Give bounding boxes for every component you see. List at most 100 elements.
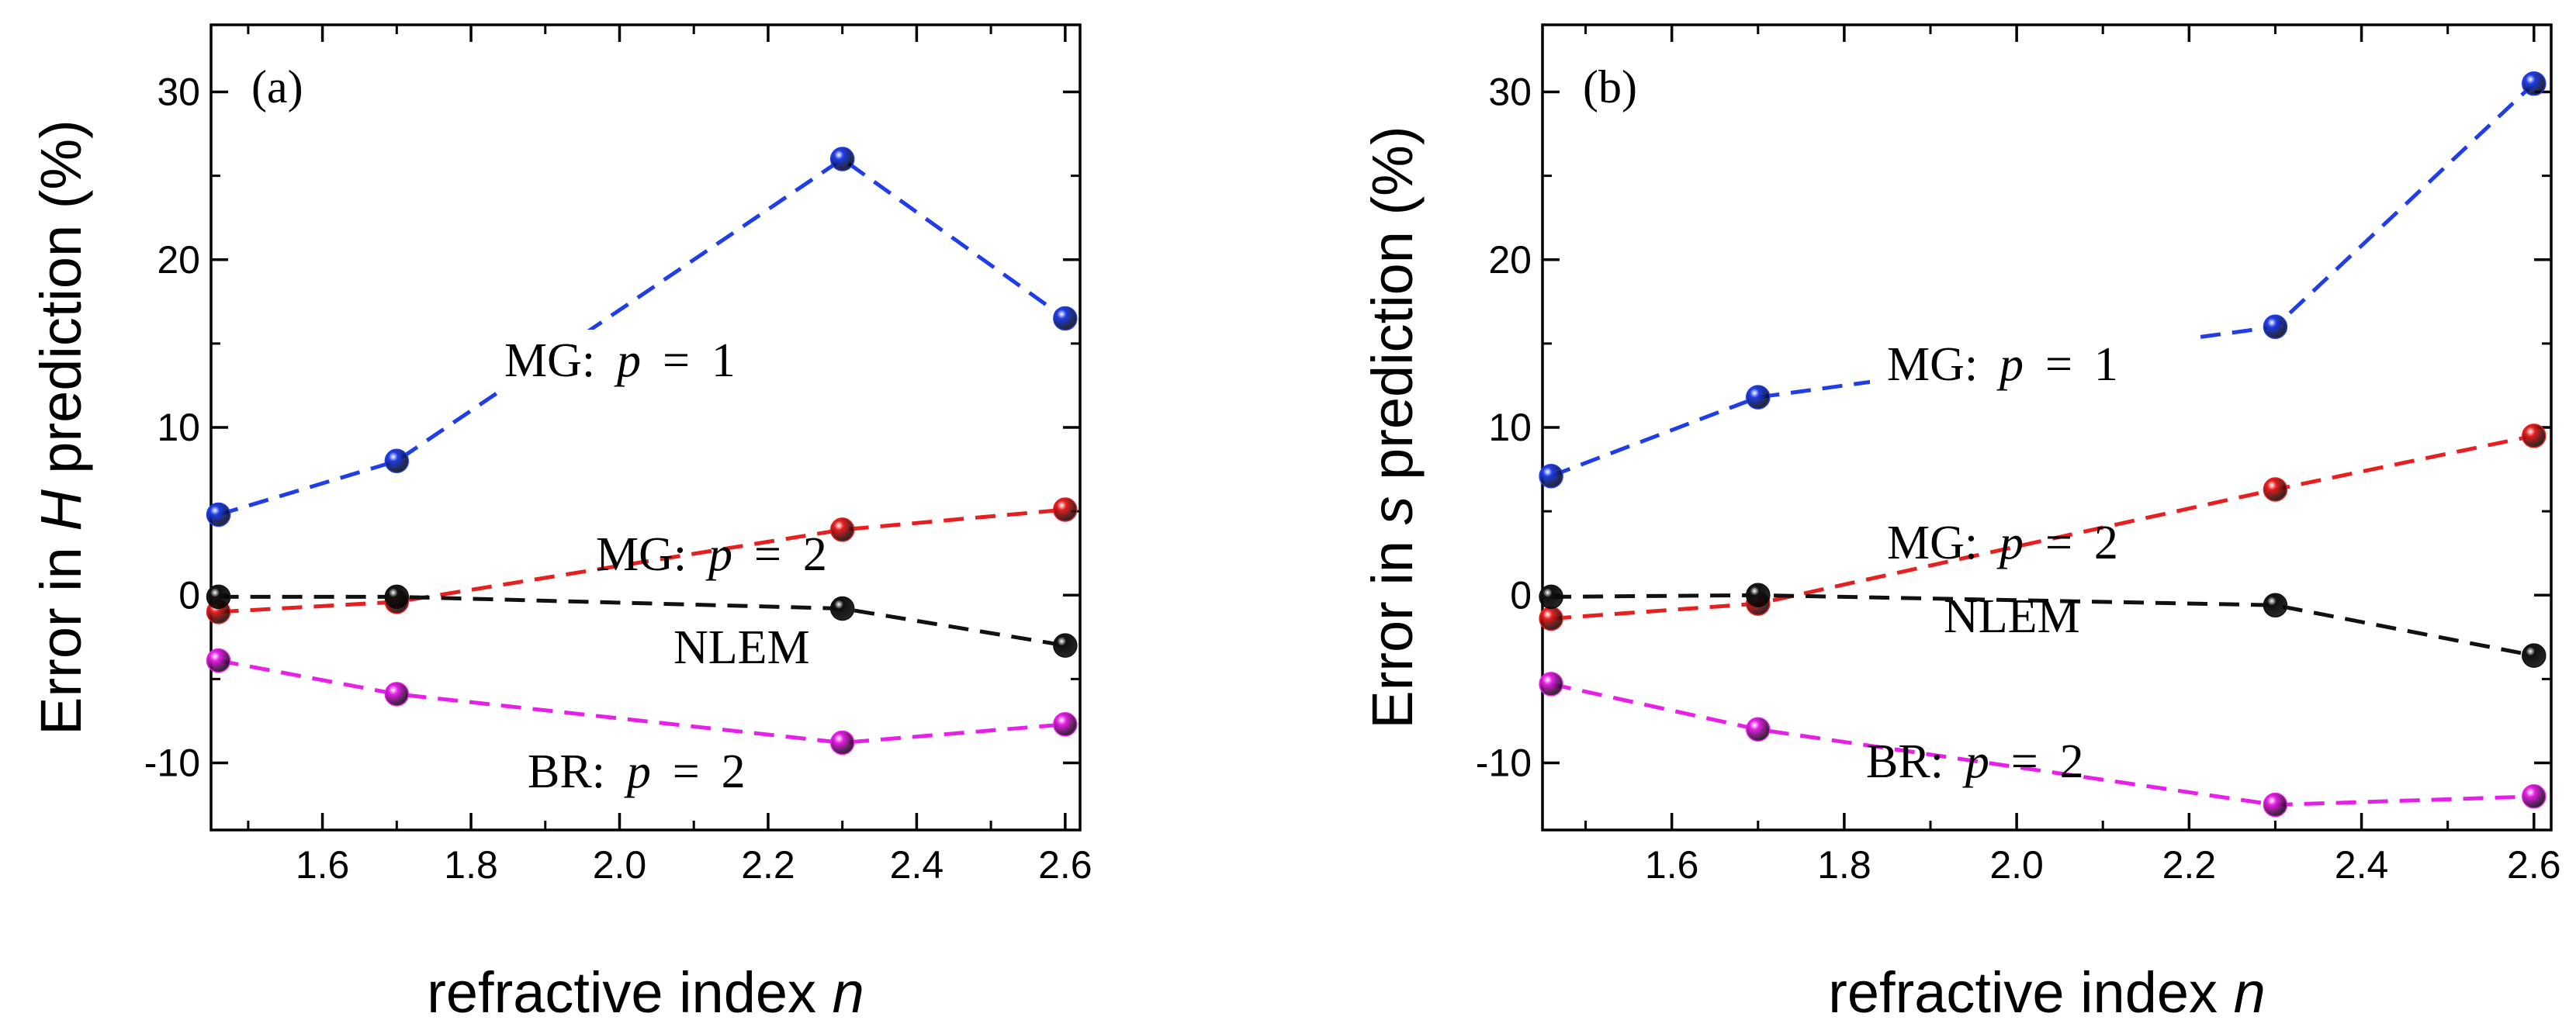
y-axis-title: Error in H prediction (%) <box>29 119 93 735</box>
data-point <box>1746 717 1771 742</box>
x-tick-label: 1.6 <box>296 843 350 887</box>
data-point <box>829 596 855 621</box>
x-tick-label: 1.6 <box>1645 843 1699 887</box>
annotation-part: BR: <box>1866 735 1955 788</box>
x-tick-label: 2.0 <box>1989 843 2044 887</box>
data-point <box>1539 463 1563 489</box>
annotation-part: p <box>1990 338 2036 391</box>
annotation-part: p <box>1955 735 2001 788</box>
x-axis-title: refractive index n <box>427 960 864 1025</box>
annotation-part: MG: <box>1887 338 1990 391</box>
panel-label: (a) <box>251 61 303 112</box>
series-line <box>217 156 1067 517</box>
series-line <box>218 594 1066 648</box>
data-point <box>1053 306 1078 331</box>
y-axis-title-part: in <box>29 531 93 592</box>
data-point <box>829 730 855 756</box>
y-axis-title-part: prediction <box>1360 215 1425 479</box>
annotation-part: NLEM <box>1944 590 2080 643</box>
y-axis-title-part: H <box>29 474 93 531</box>
annotation-part: = <box>663 745 712 798</box>
series-annotation: NLEM <box>673 621 810 674</box>
y-axis-title: Error in s prediction (%) <box>1360 126 1425 728</box>
x-tick-label: 1.8 <box>444 843 498 887</box>
series-line <box>1551 593 2535 658</box>
y-axis-title-part: Error <box>29 592 93 735</box>
series-annotation: BR: p = 2 <box>528 745 746 798</box>
series-line <box>218 659 1066 745</box>
annotation-part: MG: <box>504 334 608 387</box>
x-tick-label: 2.4 <box>2335 843 2389 887</box>
annotation-background <box>493 330 795 392</box>
x-tick-label: 2.6 <box>2507 843 2561 887</box>
y-tick-label: 10 <box>157 406 200 449</box>
series-line <box>218 507 1066 614</box>
x-tick-label: 1.8 <box>1817 843 1871 887</box>
annotation-part: = <box>2001 735 2050 788</box>
annotation-part: p <box>608 334 653 387</box>
x-tick-label: 2.2 <box>741 843 795 887</box>
annotation-part: = <box>2036 338 2085 391</box>
annotation-background <box>1870 332 2196 396</box>
annotation-part: 2 <box>2050 735 2083 788</box>
y-tick-label: 0 <box>178 573 200 617</box>
data-point <box>384 448 410 473</box>
x-axis-title-variable: n <box>833 960 864 1025</box>
y-tick-label: 20 <box>1488 238 1532 282</box>
y-tick-label: 30 <box>157 71 200 114</box>
series-annotation: MG: p = 2 <box>1887 517 2118 569</box>
y-axis-title-part: s <box>1360 480 1425 525</box>
x-tick-label: 2.6 <box>1038 843 1092 887</box>
x-axis-title-variable: n <box>2234 960 2266 1025</box>
y-tick-label: 0 <box>1510 573 1532 617</box>
series-annotation: MG: p = 1 <box>504 334 736 387</box>
series-annotation: MG: p = 2 <box>596 528 827 581</box>
chart-panel-b: 1.6 1.8 2.0 2.2 2.4 2.6 -10 0 10 20 30 (b) refractiv… <box>1360 23 2561 1025</box>
y-axis-title-part: in <box>1360 524 1425 585</box>
annotation-part: = <box>2036 517 2085 569</box>
y-axis-title-part: prediction <box>29 209 93 473</box>
annotation-part: MG: <box>1887 517 1990 569</box>
y-tick-label: 30 <box>1488 71 1532 114</box>
data-point <box>384 584 410 610</box>
y-axis-title-part: (%) <box>1360 126 1425 215</box>
annotation-part: 1 <box>701 334 735 387</box>
annotation-part: 2 <box>2084 517 2117 569</box>
y-axis-title-part: (%) <box>29 119 93 209</box>
annotation-part: 2 <box>712 745 745 798</box>
series-annotation: NLEM <box>1944 590 2080 643</box>
data-point <box>1053 497 1078 522</box>
annotation-part: 1 <box>2084 338 2117 391</box>
data-point <box>1539 584 1563 610</box>
plot-frame <box>1541 23 2553 832</box>
data-point <box>2263 477 2288 502</box>
annotation-part: p <box>1990 517 2036 569</box>
data-point <box>384 682 410 707</box>
data-point <box>2522 424 2547 448</box>
data-point <box>2522 71 2547 96</box>
x-axis-title-text: refractive index <box>1828 960 2233 1025</box>
y-tick-label: 10 <box>1488 406 1532 449</box>
data-point <box>2263 792 2288 818</box>
y-axis-title-part: Error <box>1360 586 1425 729</box>
y-tick-label: 20 <box>157 238 200 282</box>
annotation-part: MG: <box>596 528 699 581</box>
series-line <box>1550 682 2534 807</box>
panel-label: (b) <box>1583 61 1637 112</box>
x-tick-label: 2.0 <box>593 843 647 887</box>
x-tick-label: 2.4 <box>890 843 944 887</box>
chart-panel-a: 1.6 1.8 2.0 2.2 2.4 2.6 -10 0 10 20 30 (a) refractiv… <box>29 23 1092 1025</box>
y-tick-label: -10 <box>144 742 200 785</box>
plot-frame <box>209 23 1082 832</box>
series-line <box>1550 81 2536 479</box>
data-point <box>1053 633 1078 658</box>
y-tick-label: -10 <box>1476 742 1532 785</box>
data-point <box>2522 643 2547 668</box>
data-point <box>206 648 231 673</box>
data-point <box>2263 314 2288 339</box>
data-point <box>206 584 231 610</box>
data-point <box>829 147 855 171</box>
x-axis-title-text: refractive index <box>427 960 832 1025</box>
annotation-part: = <box>745 528 794 581</box>
